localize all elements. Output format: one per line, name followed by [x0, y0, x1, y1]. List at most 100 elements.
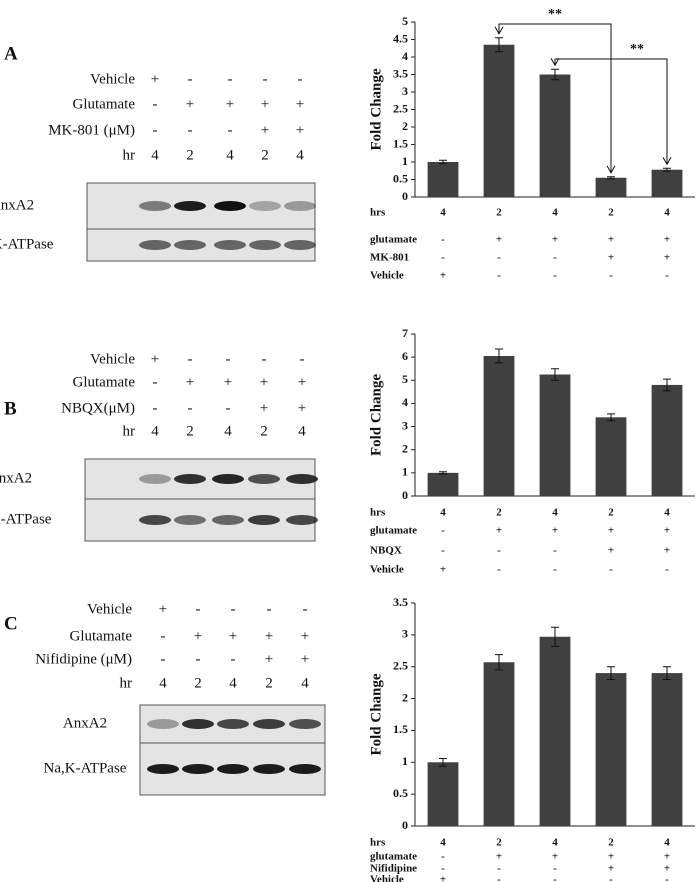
treatment-cell: +	[296, 96, 304, 112]
treatment-cell: -	[188, 71, 193, 87]
bar	[595, 417, 627, 496]
treatment-cell: -	[188, 122, 193, 138]
condition-cell: -	[609, 874, 613, 882]
treatment-cell: +	[260, 400, 268, 416]
blot-band	[249, 201, 281, 211]
blot-band	[253, 719, 285, 729]
blot-band	[289, 719, 321, 729]
condition-cell: +	[664, 851, 670, 863]
treatment-label: Glutamate	[73, 374, 136, 390]
condition-cell: 4	[664, 837, 670, 849]
error-bar	[439, 159, 447, 165]
treatment-cell: -	[153, 374, 158, 390]
condition-cell: -	[441, 863, 445, 875]
condition-label: glutamate	[370, 234, 417, 246]
treatment-cell: 2	[194, 675, 202, 691]
blot-band	[147, 764, 179, 774]
error-bar	[551, 68, 559, 81]
error-bar	[607, 666, 615, 680]
condition-cell: -	[553, 564, 557, 576]
treatment-cell: +	[224, 374, 232, 390]
y-axis-label: Fold Change	[368, 673, 384, 755]
y-tick-label: 0	[402, 488, 408, 502]
treatment-cell: 2	[265, 675, 273, 691]
treatment-cell: +	[298, 374, 306, 390]
y-tick-label: 2	[402, 690, 408, 704]
y-tick-label: 7	[402, 326, 408, 340]
condition-cell: +	[552, 234, 558, 246]
condition-label: hrs	[370, 207, 386, 219]
bar	[483, 662, 515, 826]
condition-cell: -	[497, 270, 501, 282]
treatment-cell: -	[303, 601, 308, 617]
condition-cell: -	[497, 564, 501, 576]
treatment-cell: -	[196, 601, 201, 617]
bar	[483, 44, 515, 197]
blot-band	[139, 240, 171, 250]
treatment-label: Vehicle	[90, 71, 135, 87]
condition-cell: +	[496, 525, 502, 537]
condition-cell: +	[552, 525, 558, 537]
condition-label: hrs	[370, 837, 386, 849]
condition-cell: 4	[664, 507, 670, 519]
condition-cell: 2	[496, 837, 502, 849]
treatment-cell: -	[298, 71, 303, 87]
error-bar	[663, 167, 671, 172]
treatment-cell: -	[228, 122, 233, 138]
treatment-label: Glutamate	[73, 96, 136, 112]
y-axis-label: Fold Change	[368, 374, 384, 456]
treatment-cell: -	[231, 601, 236, 617]
treatment-cell: -	[188, 351, 193, 367]
blot-band	[212, 515, 244, 525]
condition-cell: 2	[496, 207, 502, 219]
treatment-cell: -	[231, 651, 236, 667]
bar	[651, 169, 683, 197]
blot-band	[217, 719, 249, 729]
treatment-cell: +	[301, 628, 309, 644]
bar	[651, 384, 683, 496]
treatment-cell: +	[296, 122, 304, 138]
condition-label: Vehicle	[370, 270, 404, 282]
condition-cell: -	[497, 863, 501, 875]
error-bar	[607, 413, 615, 422]
treatment-cell: +	[265, 651, 273, 667]
bar	[427, 472, 459, 496]
condition-cell: 2	[608, 207, 614, 219]
treatment-cell: +	[194, 628, 202, 644]
blot-band	[139, 515, 171, 525]
treatment-label: NBQX(μM)	[61, 400, 135, 416]
treatment-cell: +	[151, 351, 159, 367]
treatment-cell: +	[186, 374, 194, 390]
bar	[595, 673, 627, 826]
blot-band	[182, 719, 214, 729]
treatment-cell: +	[159, 601, 167, 617]
bar	[651, 673, 683, 826]
blot-band	[249, 240, 281, 250]
blot-band	[286, 515, 318, 525]
blot-band	[139, 201, 171, 211]
condition-cell: 4	[552, 837, 558, 849]
condition-cell: +	[496, 851, 502, 863]
condition-cell: 2	[608, 837, 614, 849]
panel-label: C	[4, 613, 18, 634]
bar	[539, 636, 571, 826]
treatment-cell: 2	[261, 147, 269, 163]
arrow-head	[550, 58, 560, 67]
y-tick-label: 2.5	[393, 101, 408, 115]
condition-cell: +	[608, 863, 614, 875]
treatment-label: Glutamate	[70, 628, 133, 644]
blot-band	[248, 515, 280, 525]
significance-bracket	[498, 23, 612, 173]
treatment-cell: -	[196, 651, 201, 667]
blot-band	[174, 240, 206, 250]
blot-band	[174, 474, 206, 484]
condition-cell: 4	[440, 837, 446, 849]
condition-cell: 2	[496, 507, 502, 519]
y-tick-label: 1	[402, 465, 408, 479]
condition-label: glutamate	[370, 851, 417, 863]
treatment-cell: 4	[296, 147, 304, 163]
condition-cell: +	[608, 545, 614, 557]
condition-cell: -	[441, 545, 445, 557]
condition-label: Vehicle	[370, 874, 404, 882]
